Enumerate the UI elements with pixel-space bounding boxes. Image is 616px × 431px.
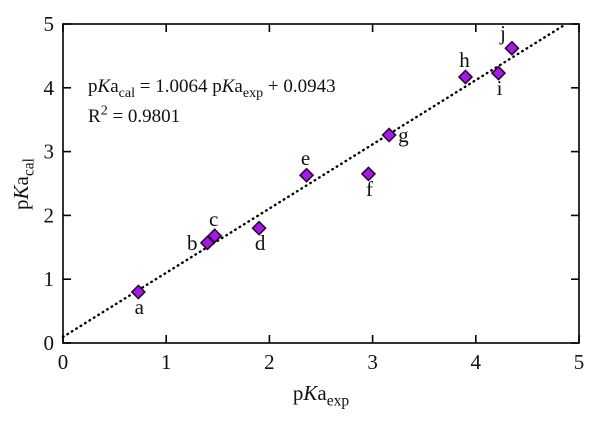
y-tick-label-4: 4 — [44, 76, 55, 100]
point-label-d: d — [255, 231, 266, 255]
x-tick-label-3: 3 — [367, 350, 378, 374]
point-label-f: f — [366, 177, 373, 201]
data-point-g — [381, 127, 397, 143]
y-tick-label-2: 2 — [44, 203, 55, 227]
y-axis-label: pKacal — [9, 158, 38, 210]
point-label-b: b — [187, 231, 198, 255]
point-label-i: i — [497, 76, 503, 100]
data-point-d — [251, 220, 267, 236]
y-tick-label-3: 3 — [44, 140, 55, 164]
x-tick-label-0: 0 — [58, 350, 69, 374]
data-point-j — [504, 40, 520, 56]
point-label-j: j — [499, 21, 506, 45]
x-axis-label: pKaexp — [293, 381, 350, 410]
x-tick-label-5: 5 — [574, 350, 585, 374]
data-point-h — [457, 69, 474, 85]
y-tick-label-1: 1 — [44, 267, 55, 291]
y-tick-label-0: 0 — [44, 331, 55, 355]
plot-frame — [62, 23, 580, 344]
fit-line — [61, 22, 568, 339]
fit-equation-text: pKacal = 1.0064 pKaexp + 0.0943 — [88, 76, 336, 101]
x-tick-label-2: 2 — [264, 350, 275, 374]
data-point-e — [298, 167, 315, 183]
point-label-h: h — [459, 48, 470, 72]
point-label-g: g — [398, 123, 409, 147]
point-label-a: a — [135, 295, 145, 319]
data-point-a — [130, 284, 146, 300]
data-point-i — [490, 65, 507, 81]
point-label-e: e — [301, 146, 310, 170]
point-label-c: c — [209, 207, 218, 231]
data-point-f — [360, 166, 377, 182]
data-point-b — [199, 235, 216, 251]
r-squared-text: R2 = 0.9801 — [88, 102, 180, 127]
x-tick-label-1: 1 — [161, 350, 172, 374]
x-tick-label-4: 4 — [471, 350, 482, 374]
data-point-c — [207, 228, 223, 244]
y-tick-label-5: 5 — [44, 12, 55, 36]
